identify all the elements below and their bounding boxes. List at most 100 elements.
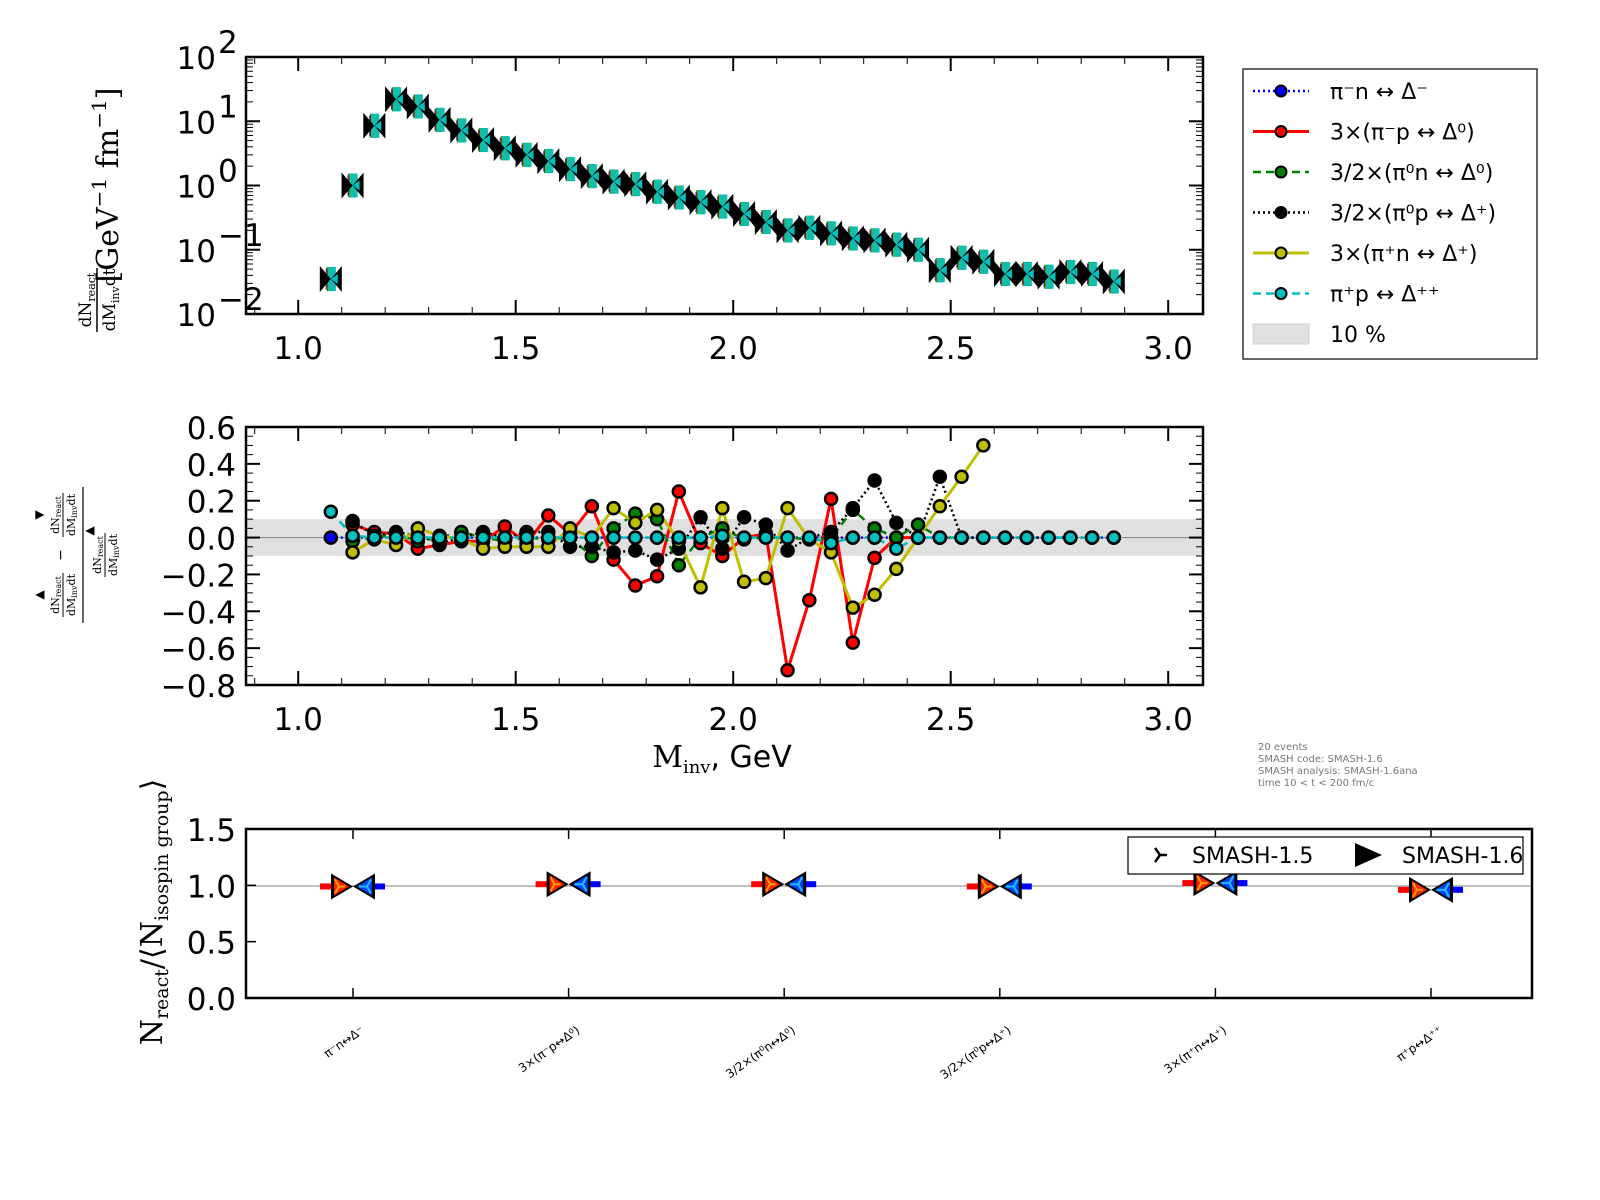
bowtie-marker-fill [1092, 268, 1100, 279]
x-tick-label: 3.0 [1144, 702, 1193, 738]
ratio-marker [1398, 876, 1463, 903]
data-point [1063, 530, 1078, 545]
data-point [715, 541, 730, 556]
bowtie-marker-left [1015, 260, 1027, 287]
data-point [867, 587, 882, 602]
marker-swatch-icon [1274, 246, 1288, 260]
data-point [954, 469, 969, 485]
data-point [671, 484, 687, 499]
data-point [932, 469, 948, 485]
marker-swatch-icon [1274, 84, 1288, 98]
bowtie-marker-fill [722, 201, 730, 212]
bowtie-marker-left [646, 178, 658, 205]
data-point [845, 500, 861, 516]
bowtie-marker-fill [483, 135, 491, 146]
y-tick-exponent: −1 [218, 218, 264, 254]
smash-15-label: SMASH-1.5 [1192, 844, 1313, 869]
legend-entry: 3×(π⁺n ↔ Δ⁺) [1253, 242, 1477, 267]
data-point [1019, 530, 1035, 545]
tri-marker-warm [765, 876, 777, 892]
data-point [649, 569, 665, 584]
svg-text:dMinvdt: dMinvdt [65, 573, 79, 616]
bowtie-marker-left [972, 248, 984, 275]
data-point [388, 530, 404, 545]
bowtie-marker-left [711, 193, 723, 220]
bowtie-marker-fill [613, 176, 621, 187]
data-point [715, 528, 730, 543]
bowtie-marker-fill [548, 156, 556, 167]
data-point [845, 530, 861, 545]
y-tick-label: 0.2 [187, 485, 236, 521]
data-point [562, 530, 578, 545]
data-point [802, 592, 817, 608]
data-point [432, 530, 447, 545]
left-error-stub [966, 883, 981, 890]
relative-difference-panel: 1.0 1.5 2.0 2.5 3.0 0.60.40.20.0−0.2−0.4−0.6… [32, 411, 1205, 778]
spectrum-y-axis-label: [GeV−1 fm−1] [87, 88, 126, 283]
ratio-marker [320, 873, 385, 900]
x-tick-label: 2.5 [926, 331, 975, 367]
svg-text:▼: ▼ [32, 510, 46, 520]
data-point [780, 663, 795, 678]
category-label: 3/2×(π⁰n↔Δ⁰) [723, 1023, 798, 1081]
bowtie-marker-fill [1005, 268, 1013, 279]
left-error-stub [1398, 886, 1412, 893]
data-point [649, 502, 665, 518]
data-point [889, 541, 904, 556]
smash-16-label: SMASH-1.6 [1402, 844, 1523, 869]
data-point [758, 570, 774, 586]
bowtie-marker-left [493, 135, 505, 162]
svg-text:[GeV−1 fm−1]: [GeV−1 fm−1] [87, 88, 126, 283]
tri-marker-warm [1412, 882, 1423, 898]
y-tick-label: 0.4 [187, 448, 236, 484]
data-point [323, 530, 339, 545]
data-point [780, 530, 795, 545]
bowtie-marker-left [341, 172, 353, 199]
bowtie-marker-fill [396, 94, 404, 105]
y-tick-label: 0.0 [187, 982, 236, 1018]
bowtie-marker-left [602, 168, 614, 195]
data-point [1041, 530, 1056, 545]
bowtie-marker-left [1059, 259, 1071, 286]
bowtie-marker-left [385, 86, 397, 113]
svg-text:dNreact: dNreact [76, 272, 98, 327]
bowtie-marker-fill [330, 274, 338, 285]
data-point [802, 530, 817, 545]
right-error-stub [1017, 883, 1032, 890]
spectrum-y-axis-fraction: dNreact dMinvdt [76, 268, 122, 332]
data-point [519, 530, 534, 545]
category-label: π⁻n↔Δ⁻ [321, 1023, 367, 1061]
right-error-stub [371, 883, 385, 890]
data-point [910, 530, 926, 545]
data-point [584, 498, 600, 514]
data-point [736, 510, 752, 525]
data-point [649, 552, 665, 567]
bowtie-marker-fill [526, 149, 534, 160]
smash-16-marker-icon [1355, 843, 1382, 867]
x-tick-label: 1.0 [274, 331, 323, 367]
bowtie-marker-fill [591, 171, 599, 182]
data-point [1084, 530, 1100, 545]
x-axis-label: Minv, GeV [652, 740, 792, 778]
data-point [932, 530, 948, 545]
data-point [345, 545, 360, 560]
y-tick-label: −0.4 [161, 595, 236, 631]
bowtie-marker-fill [1070, 267, 1078, 278]
series-legend: π⁻n ↔ Δ⁻ 3×(π⁻p ↔ Δ⁰) 3/2×(π⁰n ↔ Δ⁰) 3/2×(π… [1242, 68, 1538, 360]
bowtie-marker-left [515, 141, 527, 168]
bowtie-marker-left [950, 244, 962, 271]
y-tick-exponent: 2 [218, 25, 238, 61]
bowtie-marker-left [624, 171, 636, 198]
tri-marker-cool [1221, 875, 1235, 891]
bowtie-marker-fill [1026, 268, 1034, 279]
bowtie-marker-left [1102, 268, 1114, 295]
marker-swatch-icon [1274, 287, 1288, 300]
data-point [780, 543, 795, 558]
data-point [758, 530, 774, 545]
ratio-marker [1182, 870, 1248, 897]
data-point [671, 557, 687, 573]
data-point [541, 508, 556, 523]
legend-entry: 3/2×(π⁰n ↔ Δ⁰) [1253, 161, 1493, 186]
bowtie-marker-left [363, 112, 375, 139]
info-line: SMASH code: SMASH-1.6 [1258, 754, 1383, 765]
